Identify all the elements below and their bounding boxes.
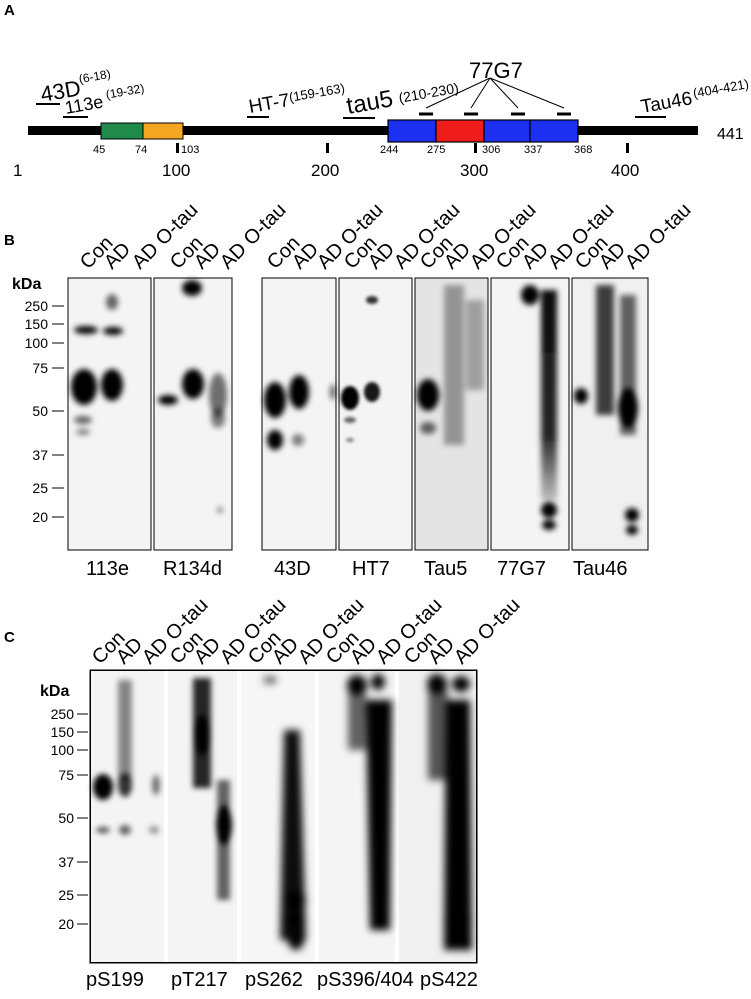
svg-text:25: 25 (32, 480, 48, 496)
panel-c-figure: Con AD AD O-tau Con AD AD O-tau Con AD A… (40, 594, 525, 991)
axis-tick-label: 1 (13, 161, 22, 180)
antibody-label-ht7: HT-7(159-163) (247, 80, 347, 118)
svg-text:Tau46: Tau46 (573, 558, 628, 580)
svg-text:150: 150 (51, 724, 75, 740)
panel-c-label: C (4, 629, 15, 646)
svg-text:77G7: 77G7 (497, 558, 546, 580)
svg-text:pS422: pS422 (420, 969, 478, 991)
lane-headers-b: Con AD AD O-tau Con AD AD O-tau Con AD A… (76, 199, 696, 274)
svg-text:37: 37 (32, 447, 48, 463)
tau-protein-bar (28, 126, 698, 135)
axis-tick-label: 100 (162, 161, 190, 180)
svg-text:HT7: HT7 (352, 558, 390, 580)
blot-labels-b: 113e R134d 43D HT7 Tau5 77G7 Tau46 (86, 558, 628, 580)
svg-text:150: 150 (25, 316, 49, 332)
svg-text:100: 100 (25, 335, 49, 351)
domain-boundary-label: 275 (427, 144, 445, 156)
kda-label-c: kDa (40, 683, 69, 700)
panel-b-figure: Con AD AD O-tau Con AD AD O-tau Con AD A… (12, 199, 696, 580)
svg-text:R134d: R134d (163, 558, 222, 580)
domain-boundary-label: 244 (380, 144, 398, 156)
domain-boundary-label: 337 (524, 144, 542, 156)
svg-text:250: 250 (51, 706, 75, 722)
axis-tick-label: 400 (611, 161, 639, 180)
svg-text:pS262: pS262 (245, 969, 303, 991)
svg-text:Tau46(404-421): Tau46(404-421) (639, 76, 751, 118)
n1-domain (100, 122, 144, 140)
domain-boundary-label: 368 (574, 144, 592, 156)
n2-domain (142, 122, 184, 140)
svg-text:43D: 43D (274, 558, 311, 580)
svg-text:113e: 113e (86, 558, 129, 580)
panel-b-label: B (4, 232, 15, 249)
domain-boundary-label: 45 (93, 144, 105, 156)
axis-tick-label: 200 (311, 161, 339, 180)
svg-text:pT217: pT217 (171, 969, 228, 991)
svg-text:25: 25 (58, 887, 74, 903)
antibody-label-77g7: 77G7 (469, 58, 523, 83)
repeat-r4 (529, 119, 579, 143)
svg-text:20: 20 (32, 509, 48, 525)
antibody-label-tau46: Tau46(404-421) (639, 76, 751, 118)
svg-text:75: 75 (58, 767, 74, 783)
svg-text:20: 20 (58, 916, 74, 932)
blot-labels-c: pS199 pT217 pS262 pS396/404 pS422 (86, 969, 478, 991)
lane-headers-c: Con AD AD O-tau Con AD AD O-tau Con AD A… (88, 594, 525, 669)
panel-a-label: A (4, 2, 15, 19)
repeat-r2 (435, 119, 485, 143)
domain-boundary-label: 306 (482, 144, 500, 156)
domain-boundary-label: 103 (181, 144, 199, 156)
svg-text:AD O-tau: AD O-tau (450, 594, 525, 669)
blot-77g7 (490, 277, 570, 551)
svg-text:AD O-tau: AD O-tau (621, 199, 696, 274)
svg-text:50: 50 (58, 810, 74, 826)
antibody-label-tau5: tau5 (210-230) (344, 74, 460, 120)
svg-text:pS199: pS199 (86, 969, 144, 991)
tau-domain-map: 43D(6-18) 113e(19-32) HT-7(159-163) tau5… (13, 58, 751, 180)
sequence-length-label: 441 (717, 126, 744, 143)
axis-tick-label: 300 (460, 161, 488, 180)
svg-text:tau5(210-230): tau5 (210-230) (344, 74, 460, 120)
repeat-r1 (387, 119, 437, 143)
mw-markers-c: 250 150 100 75 50 37 25 20 (51, 706, 75, 932)
svg-text:250: 250 (25, 298, 49, 314)
svg-text:HT-7(159-163): HT-7(159-163) (247, 80, 347, 118)
mw-markers-b: 250 150 100 75 50 37 25 20 (25, 298, 49, 525)
blot-113e (67, 277, 152, 551)
repeat-r3 (483, 119, 531, 143)
svg-text:pS396/404: pS396/404 (317, 969, 414, 991)
svg-text:37: 37 (58, 854, 74, 870)
svg-text:50: 50 (32, 403, 48, 419)
svg-text:Tau5: Tau5 (424, 558, 467, 580)
svg-text:100: 100 (51, 742, 75, 758)
blot-ht7 (338, 277, 413, 551)
domain-boundary-label: 74 (135, 144, 147, 156)
svg-text:75: 75 (32, 360, 48, 376)
kda-label-b: kDa (12, 276, 41, 293)
